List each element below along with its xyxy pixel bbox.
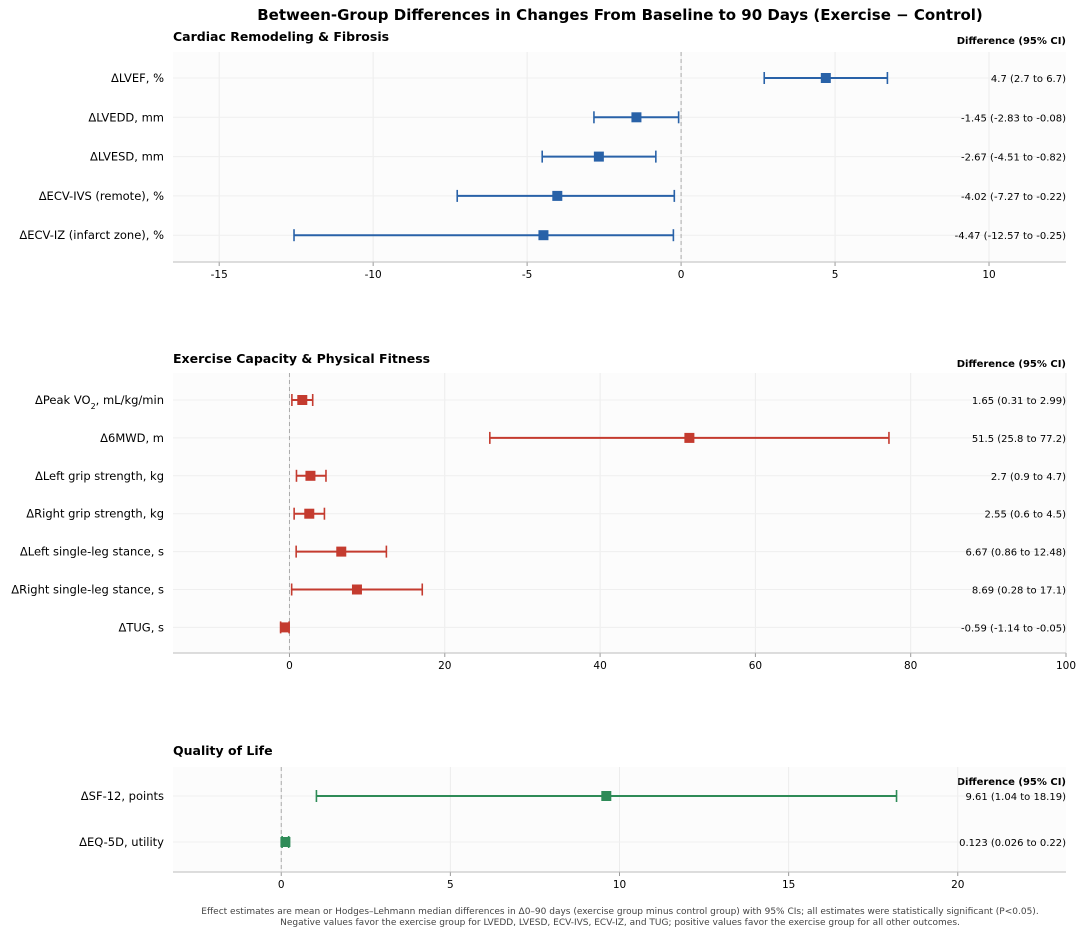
ci-value-label: -1.45 (-2.83 to -0.08): [961, 113, 1066, 124]
x-tick-label: 20: [951, 879, 964, 891]
row-label: ΔLVEDD, mm: [88, 110, 164, 124]
point-estimate-marker: [305, 470, 316, 481]
x-tick-label: 0: [286, 660, 293, 672]
ci-value-label: 0.123 (0.026 to 0.22): [959, 838, 1066, 849]
x-tick-label: 80: [904, 660, 917, 672]
row-label: ΔLVEF, %: [111, 71, 164, 85]
forest-panel: Quality of Life Difference (95% CI) 0 5 10 15…: [79, 743, 1066, 891]
x-tick-label: -5: [522, 269, 532, 281]
ci-value-label: 1.65 (0.31 to 2.99): [972, 396, 1066, 407]
row-label: Δ6MWD, m: [100, 431, 164, 445]
point-estimate-marker: [297, 395, 308, 405]
panel-title: Exercise Capacity & Physical Fitness: [173, 351, 430, 366]
point-estimate-marker: [280, 837, 291, 847]
figure-title: Between-Group Differences in Changes Fro…: [257, 6, 983, 24]
ci-value-label: -4.02 (-7.27 to -0.22): [961, 192, 1066, 203]
ci-value-label: -2.67 (-4.51 to -0.82): [961, 153, 1066, 164]
ci-value-label: 51.5 (25.8 to 77.2): [972, 434, 1066, 445]
row-label: ΔECV-IVS (remote), %: [39, 189, 164, 203]
ci-column-header: Difference (95% CI): [957, 359, 1066, 370]
ci-value-label: 2.7 (0.9 to 4.7): [991, 472, 1066, 483]
row-label: ΔSF-12, points: [81, 789, 164, 803]
point-estimate-marker: [552, 190, 563, 201]
x-tick-label: 40: [593, 660, 606, 672]
x-tick-label: 20: [438, 660, 451, 672]
x-tick-label: 0: [678, 269, 685, 281]
x-tick-label: 10: [982, 269, 995, 281]
point-estimate-marker: [684, 432, 695, 443]
ci-value-label: 6.67 (0.86 to 12.48): [965, 548, 1066, 559]
forest-panel: Cardiac Remodeling & Fibrosis Difference …: [19, 29, 1066, 281]
point-estimate-marker: [279, 622, 290, 633]
ci-value-label: 9.61 (1.04 to 18.19): [965, 792, 1066, 803]
panel-title: Cardiac Remodeling & Fibrosis: [173, 29, 389, 44]
row-label: ΔRight grip strength, kg: [26, 507, 164, 521]
panel-title: Quality of Life: [173, 743, 273, 758]
footnote-line-1: Effect estimates are mean or Hodges–Lehm…: [201, 907, 1038, 917]
x-tick-label: 15: [782, 879, 795, 891]
ci-value-label: -0.59 (-1.14 to -0.05): [961, 623, 1066, 634]
row-label: ΔRight single-leg stance, s: [11, 583, 164, 597]
point-estimate-marker: [601, 791, 612, 801]
x-tick-label: 5: [447, 879, 454, 891]
x-tick-label: 60: [749, 660, 762, 672]
row-label: ΔEQ-5D, utility: [79, 835, 164, 849]
x-tick-label: -15: [211, 269, 228, 281]
point-estimate-marker: [304, 508, 315, 519]
point-estimate-marker: [631, 112, 642, 123]
row-label: ΔLeft grip strength, kg: [35, 469, 164, 483]
x-tick-label: 5: [832, 269, 839, 281]
ci-value-label: -4.47 (-12.57 to -0.25): [955, 231, 1066, 242]
footnote-line-2: Negative values favor the exercise group…: [280, 918, 960, 928]
point-estimate-marker: [538, 230, 549, 241]
point-estimate-marker: [593, 151, 604, 162]
x-tick-label: -10: [365, 269, 382, 281]
ci-column-header: Difference (95% CI): [957, 777, 1066, 788]
row-label: ΔTUG, s: [118, 620, 164, 634]
ci-value-label: 4.7 (2.7 to 6.7): [991, 74, 1066, 85]
row-label: ΔECV-IZ (infarct zone), %: [19, 228, 164, 242]
point-estimate-marker: [351, 584, 362, 595]
row-label: ΔLeft single-leg stance, s: [20, 545, 164, 559]
point-estimate-marker: [820, 73, 831, 83]
panels: Cardiac Remodeling & Fibrosis Difference …: [11, 29, 1076, 891]
x-tick-label: 100: [1056, 660, 1076, 672]
point-estimate-marker: [336, 546, 347, 557]
ci-column-header: Difference (95% CI): [957, 36, 1066, 47]
ci-value-label: 8.69 (0.28 to 17.1): [972, 586, 1066, 597]
ci-value-label: 2.55 (0.6 to 4.5): [985, 510, 1067, 521]
x-tick-label: 0: [278, 879, 285, 891]
row-label: ΔLVESD, mm: [90, 150, 164, 164]
row-label: ΔPeak VO2, mL/kg/min: [35, 393, 164, 411]
x-tick-label: 10: [613, 879, 626, 891]
forest-panel: Exercise Capacity & Physical Fitness Diff…: [11, 351, 1076, 672]
